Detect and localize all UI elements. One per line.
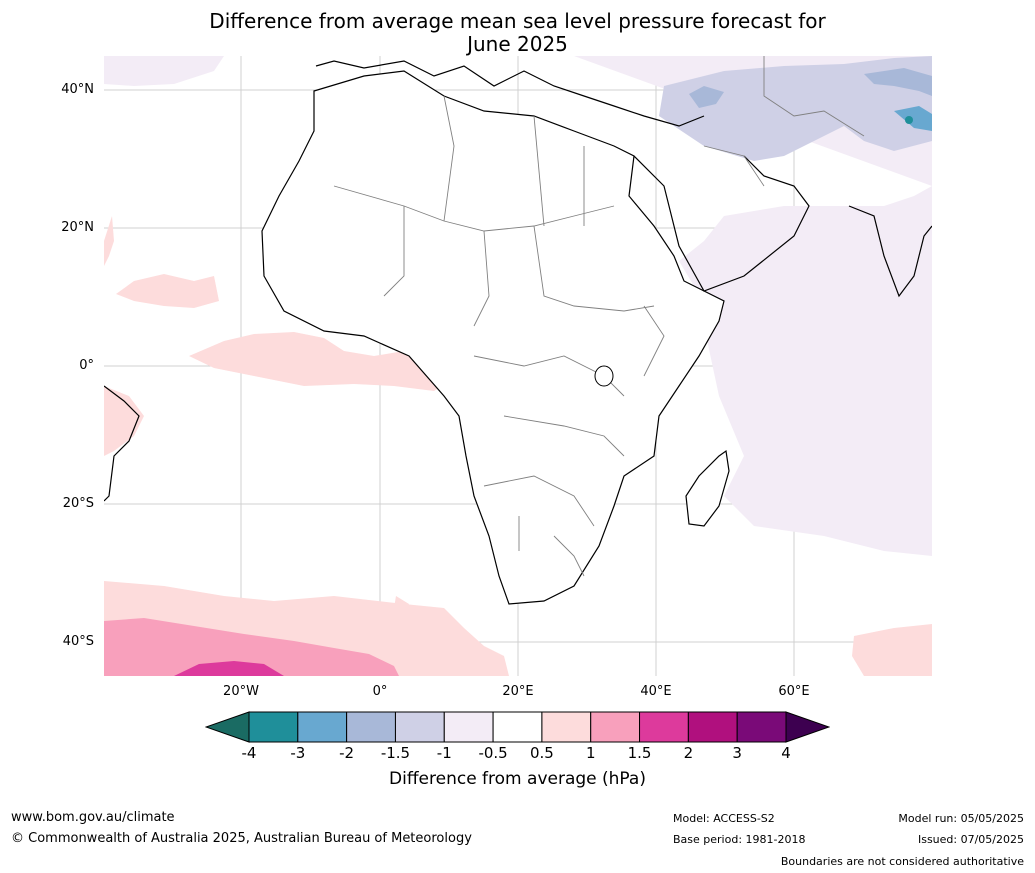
- colorbar-tick-label: -2: [339, 744, 355, 762]
- colorbar-tick-label: -3: [290, 744, 306, 762]
- colorbar-tick-label: 0.5: [529, 744, 554, 762]
- lat-label-40n: 40°N: [61, 82, 94, 97]
- arabian-peninsula: [633, 155, 810, 292]
- anomaly-region-plus-0-5-small: [394, 596, 409, 614]
- footer-model-run: Model run: 05/05/2025: [898, 812, 1024, 825]
- colorbar-tick-label: -0.5: [478, 744, 508, 762]
- map-panel: [104, 56, 932, 676]
- anomaly-region-plus-0-5-southeast: [852, 624, 932, 676]
- colorbar-swatch: [248, 711, 299, 743]
- colorbar-svg: [204, 711, 831, 743]
- colorbar-tick-label: -4: [241, 744, 257, 762]
- colorbar-swatch: [394, 711, 445, 743]
- colorbar-swatch: [639, 711, 689, 743]
- madagascar: [685, 449, 730, 527]
- lat-label-0: 0°: [79, 358, 94, 373]
- colorbar-label: Difference from average (hPa): [389, 769, 646, 789]
- lon-label-60e: 60°E: [778, 684, 810, 699]
- footer-model: Model: ACCESS-S2: [673, 812, 775, 825]
- colorbar-arrow-low: [204, 711, 250, 743]
- footer-copyright: © Commonwealth of Australia 2025, Austra…: [11, 831, 472, 846]
- anomaly-region-plus-0-5-equatorial: [189, 332, 449, 391]
- colorbar-tick-label: 2: [683, 744, 694, 762]
- colorbar-tick-label: -1: [436, 744, 452, 762]
- colorbar-arrow-high: [785, 711, 831, 743]
- anomaly-region-minus-1-5b: [864, 68, 932, 96]
- lon-label-20w: 20°W: [223, 684, 259, 699]
- colorbar-tick-label: 1.5: [627, 744, 652, 762]
- anomaly-region-minus-2: [894, 106, 932, 131]
- colorbar-swatch: [736, 711, 787, 743]
- colorbar-swatch: [687, 711, 738, 743]
- colorbar-tick-label: -1.5: [380, 744, 411, 762]
- anomaly-region-plus-0-5-west: [104, 386, 144, 456]
- anomaly-region-plus-1-5: [174, 661, 284, 676]
- anomaly-region-minus-1: [659, 56, 932, 161]
- india-coastline: [848, 205, 932, 298]
- colorbar-tick-label: 3: [732, 744, 742, 762]
- footer-url[interactable]: www.bom.gov.au/climate: [11, 810, 175, 825]
- lat-label-20s: 20°S: [62, 496, 94, 511]
- colorbar-swatch: [297, 711, 348, 743]
- colorbar-swatch: [590, 711, 641, 743]
- country-borders: [333, 56, 865, 577]
- anomaly-region-plus-0-5-capeverde: [116, 274, 219, 308]
- map-title: Difference from average mean sea level p…: [0, 10, 1035, 56]
- lon-label-20e: 20°E: [502, 684, 534, 699]
- colorbar-tick-label: 4: [781, 744, 791, 762]
- title-line-2: June 2025: [467, 32, 568, 56]
- colorbar-tick-label: 1: [585, 744, 596, 762]
- colorbar-swatch: [346, 711, 396, 743]
- pressure-anomaly-map: [104, 56, 932, 676]
- anomaly-region-minus-1-5: [689, 86, 724, 108]
- footer-base-period: Base period: 1981-2018: [673, 833, 806, 846]
- colorbar-swatch: [443, 711, 494, 743]
- colorbar-swatch: [541, 711, 592, 743]
- lon-label-0: 0°: [372, 684, 388, 699]
- anomaly-region-plus-0-5-tropical: [104, 216, 114, 266]
- lon-label-40e: 40°E: [640, 684, 672, 699]
- footer-disclaimer: Boundaries are not considered authoritat…: [780, 855, 1024, 868]
- anomaly-region-minus-0-5-nw: [104, 56, 224, 86]
- anomaly-region-minus-0-5-east: [574, 56, 932, 556]
- colorbar: [204, 711, 831, 743]
- south-america-coast: [104, 385, 140, 502]
- colorbar-swatch: [492, 711, 543, 743]
- europe-coastline: [315, 60, 705, 127]
- lat-label-40s: 40°S: [62, 634, 94, 649]
- title-line-1: Difference from average mean sea level p…: [209, 9, 826, 33]
- africa-landmass: [261, 70, 725, 605]
- lat-label-20n: 20°N: [61, 220, 94, 235]
- anomaly-region-minus-3: [905, 116, 913, 124]
- footer-issued: Issued: 07/05/2025: [917, 833, 1024, 846]
- lake-victoria: [594, 365, 614, 387]
- anomaly-region-plus-1: [104, 618, 399, 676]
